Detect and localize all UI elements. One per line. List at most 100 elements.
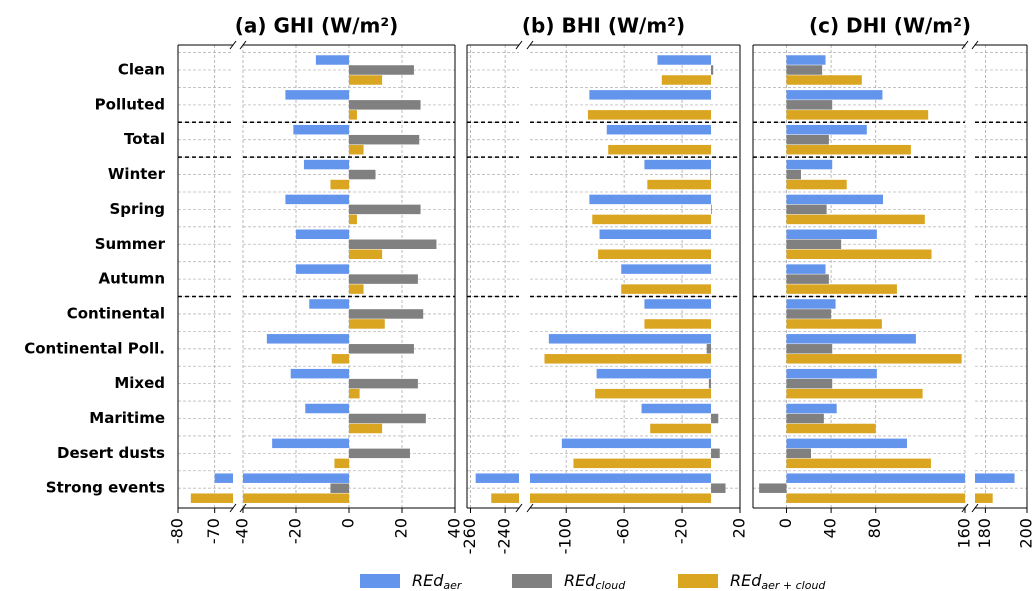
- axis-break: [961, 40, 969, 50]
- bar: [349, 388, 360, 399]
- bar: [598, 249, 712, 259]
- bar: [349, 344, 414, 354]
- bar: [786, 413, 824, 424]
- x-tick-label: 180: [975, 518, 994, 549]
- category-label: Continental Poll.: [24, 339, 165, 357]
- bar: [786, 368, 877, 379]
- legend-name: REd: [730, 571, 762, 590]
- bar: [608, 144, 712, 155]
- legend-sub: aer: [443, 579, 463, 591]
- bar: [293, 124, 349, 135]
- bar: [786, 274, 829, 284]
- bar: [786, 403, 837, 414]
- bar: [786, 473, 965, 483]
- bar: [596, 368, 712, 379]
- bar: [786, 458, 931, 469]
- bar: [349, 423, 383, 434]
- x-tick-label: 0: [776, 518, 795, 528]
- legend-name: REd: [564, 571, 596, 590]
- bar: [786, 65, 823, 75]
- x-tick-label: 40: [821, 518, 840, 538]
- bar: [641, 403, 712, 414]
- bar: [706, 344, 712, 354]
- bar: [711, 483, 726, 493]
- legend-sub: aer + cloud: [761, 579, 826, 591]
- legend-label: REdaer: [412, 571, 463, 591]
- bar: [786, 144, 911, 155]
- bar: [491, 493, 519, 503]
- legend-swatch: [512, 574, 552, 588]
- bar: [786, 264, 826, 274]
- bar: [290, 368, 349, 379]
- bar: [786, 284, 897, 294]
- axis-break: [515, 503, 523, 513]
- x-tick-label: -60: [614, 518, 633, 544]
- bar: [786, 378, 833, 389]
- x-tick-label: 160: [955, 518, 974, 549]
- bar: [786, 124, 867, 135]
- bar: [606, 124, 712, 135]
- bar: [711, 204, 712, 215]
- bar: [644, 319, 712, 329]
- bar: [349, 448, 410, 459]
- bar: [349, 309, 424, 319]
- bar: [786, 493, 965, 503]
- bar: [349, 75, 383, 85]
- bar: [309, 299, 349, 309]
- bar: [786, 204, 827, 215]
- x-tick-label: -20: [286, 518, 305, 544]
- x-tick-label: -80: [168, 518, 187, 544]
- bar: [349, 65, 414, 75]
- bar: [786, 110, 929, 120]
- bar: [975, 473, 1015, 483]
- bar: [786, 249, 932, 259]
- bar: [595, 388, 712, 399]
- axis-break: [526, 40, 534, 50]
- bar: [786, 179, 847, 190]
- bar: [786, 134, 829, 145]
- category-label: Autumn: [99, 270, 165, 288]
- bar: [657, 55, 712, 65]
- bar: [786, 448, 812, 459]
- bar: [786, 229, 877, 239]
- bar: [475, 473, 519, 483]
- category-label: Clean: [118, 61, 165, 79]
- category-label: Maritime: [89, 409, 165, 427]
- bar: [331, 354, 349, 364]
- bar: [786, 159, 833, 170]
- bar: [334, 458, 349, 469]
- legend-swatch: [678, 574, 718, 588]
- category-label: Summer: [95, 235, 166, 253]
- x-tick-label: 0: [339, 518, 358, 528]
- bar: [349, 239, 437, 249]
- bar: [349, 100, 421, 110]
- bar: [786, 239, 842, 249]
- bar: [786, 344, 833, 354]
- bar: [711, 413, 719, 424]
- bar: [530, 473, 712, 483]
- x-tick-label: -40: [233, 518, 252, 544]
- bar: [587, 110, 712, 120]
- bar: [592, 214, 712, 225]
- axis-break: [239, 503, 247, 513]
- bar: [708, 378, 712, 389]
- bar: [710, 169, 712, 180]
- bar: [661, 75, 712, 85]
- bar: [349, 249, 383, 259]
- panel-title: (b) BHI (W/m²): [522, 14, 685, 38]
- bar: [285, 90, 349, 100]
- bar: [190, 493, 233, 503]
- bar: [243, 493, 349, 503]
- bar: [349, 110, 357, 120]
- bar: [786, 100, 833, 110]
- category-label: Spring: [110, 200, 166, 218]
- bar: [786, 438, 907, 449]
- axis-break: [229, 503, 237, 513]
- bar: [711, 448, 720, 459]
- bar: [650, 423, 712, 434]
- bar: [786, 55, 826, 65]
- bar: [349, 204, 421, 215]
- axis-break: [239, 40, 247, 50]
- x-tick-label: 80: [865, 518, 884, 538]
